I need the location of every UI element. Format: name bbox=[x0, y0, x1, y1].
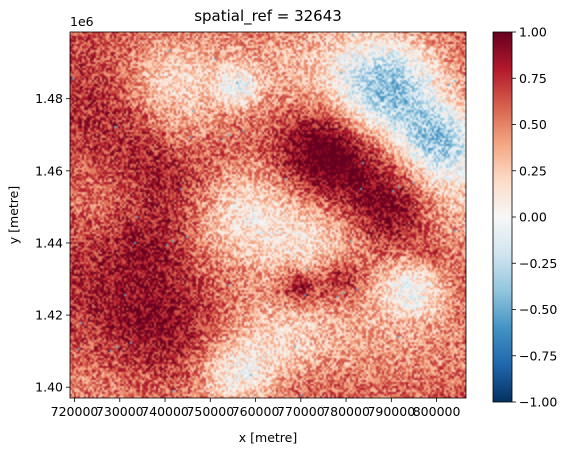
colorbar-gradient bbox=[492, 31, 513, 403]
colorbar-tick-label: 0.50 bbox=[519, 117, 547, 132]
colorbar-tick-label: 0.00 bbox=[519, 210, 547, 225]
y-axis-label: y [metre] bbox=[6, 186, 21, 244]
colorbar-tick-label: −0.75 bbox=[519, 348, 557, 363]
colorbar-tick-label: −1.00 bbox=[519, 395, 557, 410]
y-tick-label: 1.44 bbox=[35, 235, 63, 250]
y-tick-label: 1.46 bbox=[35, 163, 63, 178]
plot-frame bbox=[69, 31, 467, 399]
y-axis: 1.40 1.42 1.44 1.46 1.48 bbox=[35, 91, 70, 395]
x-tick-label: 790000 bbox=[367, 404, 415, 419]
x-axis-label: x [metre] bbox=[239, 430, 297, 445]
colorbar-tick-label: 0.75 bbox=[519, 71, 547, 86]
x-tick-label: 730000 bbox=[96, 404, 144, 419]
colorbar-ticks: −1.00 −0.75 −0.50 −0.25 0.00 0.25 0.50 0.75 1.00 bbox=[512, 25, 557, 410]
colorbar-tick-label: −0.50 bbox=[519, 302, 557, 317]
x-tick-label: 780000 bbox=[322, 404, 370, 419]
colorbar-tick-label: 1.00 bbox=[519, 25, 547, 40]
x-tick-label: 760000 bbox=[232, 404, 280, 419]
y-tick-label: 1.42 bbox=[35, 308, 63, 323]
colorbar-tick-label: −0.25 bbox=[519, 256, 557, 271]
plot-area bbox=[69, 31, 467, 399]
y-tick-label: 1.48 bbox=[35, 91, 63, 106]
y-tick-label: 1.40 bbox=[35, 380, 63, 395]
x-tick-label: 750000 bbox=[186, 404, 234, 419]
x-axis: 7200007300007400007500007600007700007800… bbox=[51, 398, 461, 419]
colorbar-tick-label: 0.25 bbox=[519, 163, 547, 178]
x-tick-label: 740000 bbox=[141, 404, 189, 419]
chart-title: spatial_ref = 32643 bbox=[194, 7, 342, 26]
x-tick-label: 720000 bbox=[51, 404, 99, 419]
x-tick-label: 800000 bbox=[413, 404, 461, 419]
x-tick-label: 770000 bbox=[277, 404, 325, 419]
y-offset-text: 1e6 bbox=[70, 14, 94, 29]
colorbar: −1.00 −0.75 −0.50 −0.25 0.00 0.25 0.50 0.75 1.00 bbox=[492, 25, 557, 410]
heatmap-image bbox=[70, 32, 466, 398]
